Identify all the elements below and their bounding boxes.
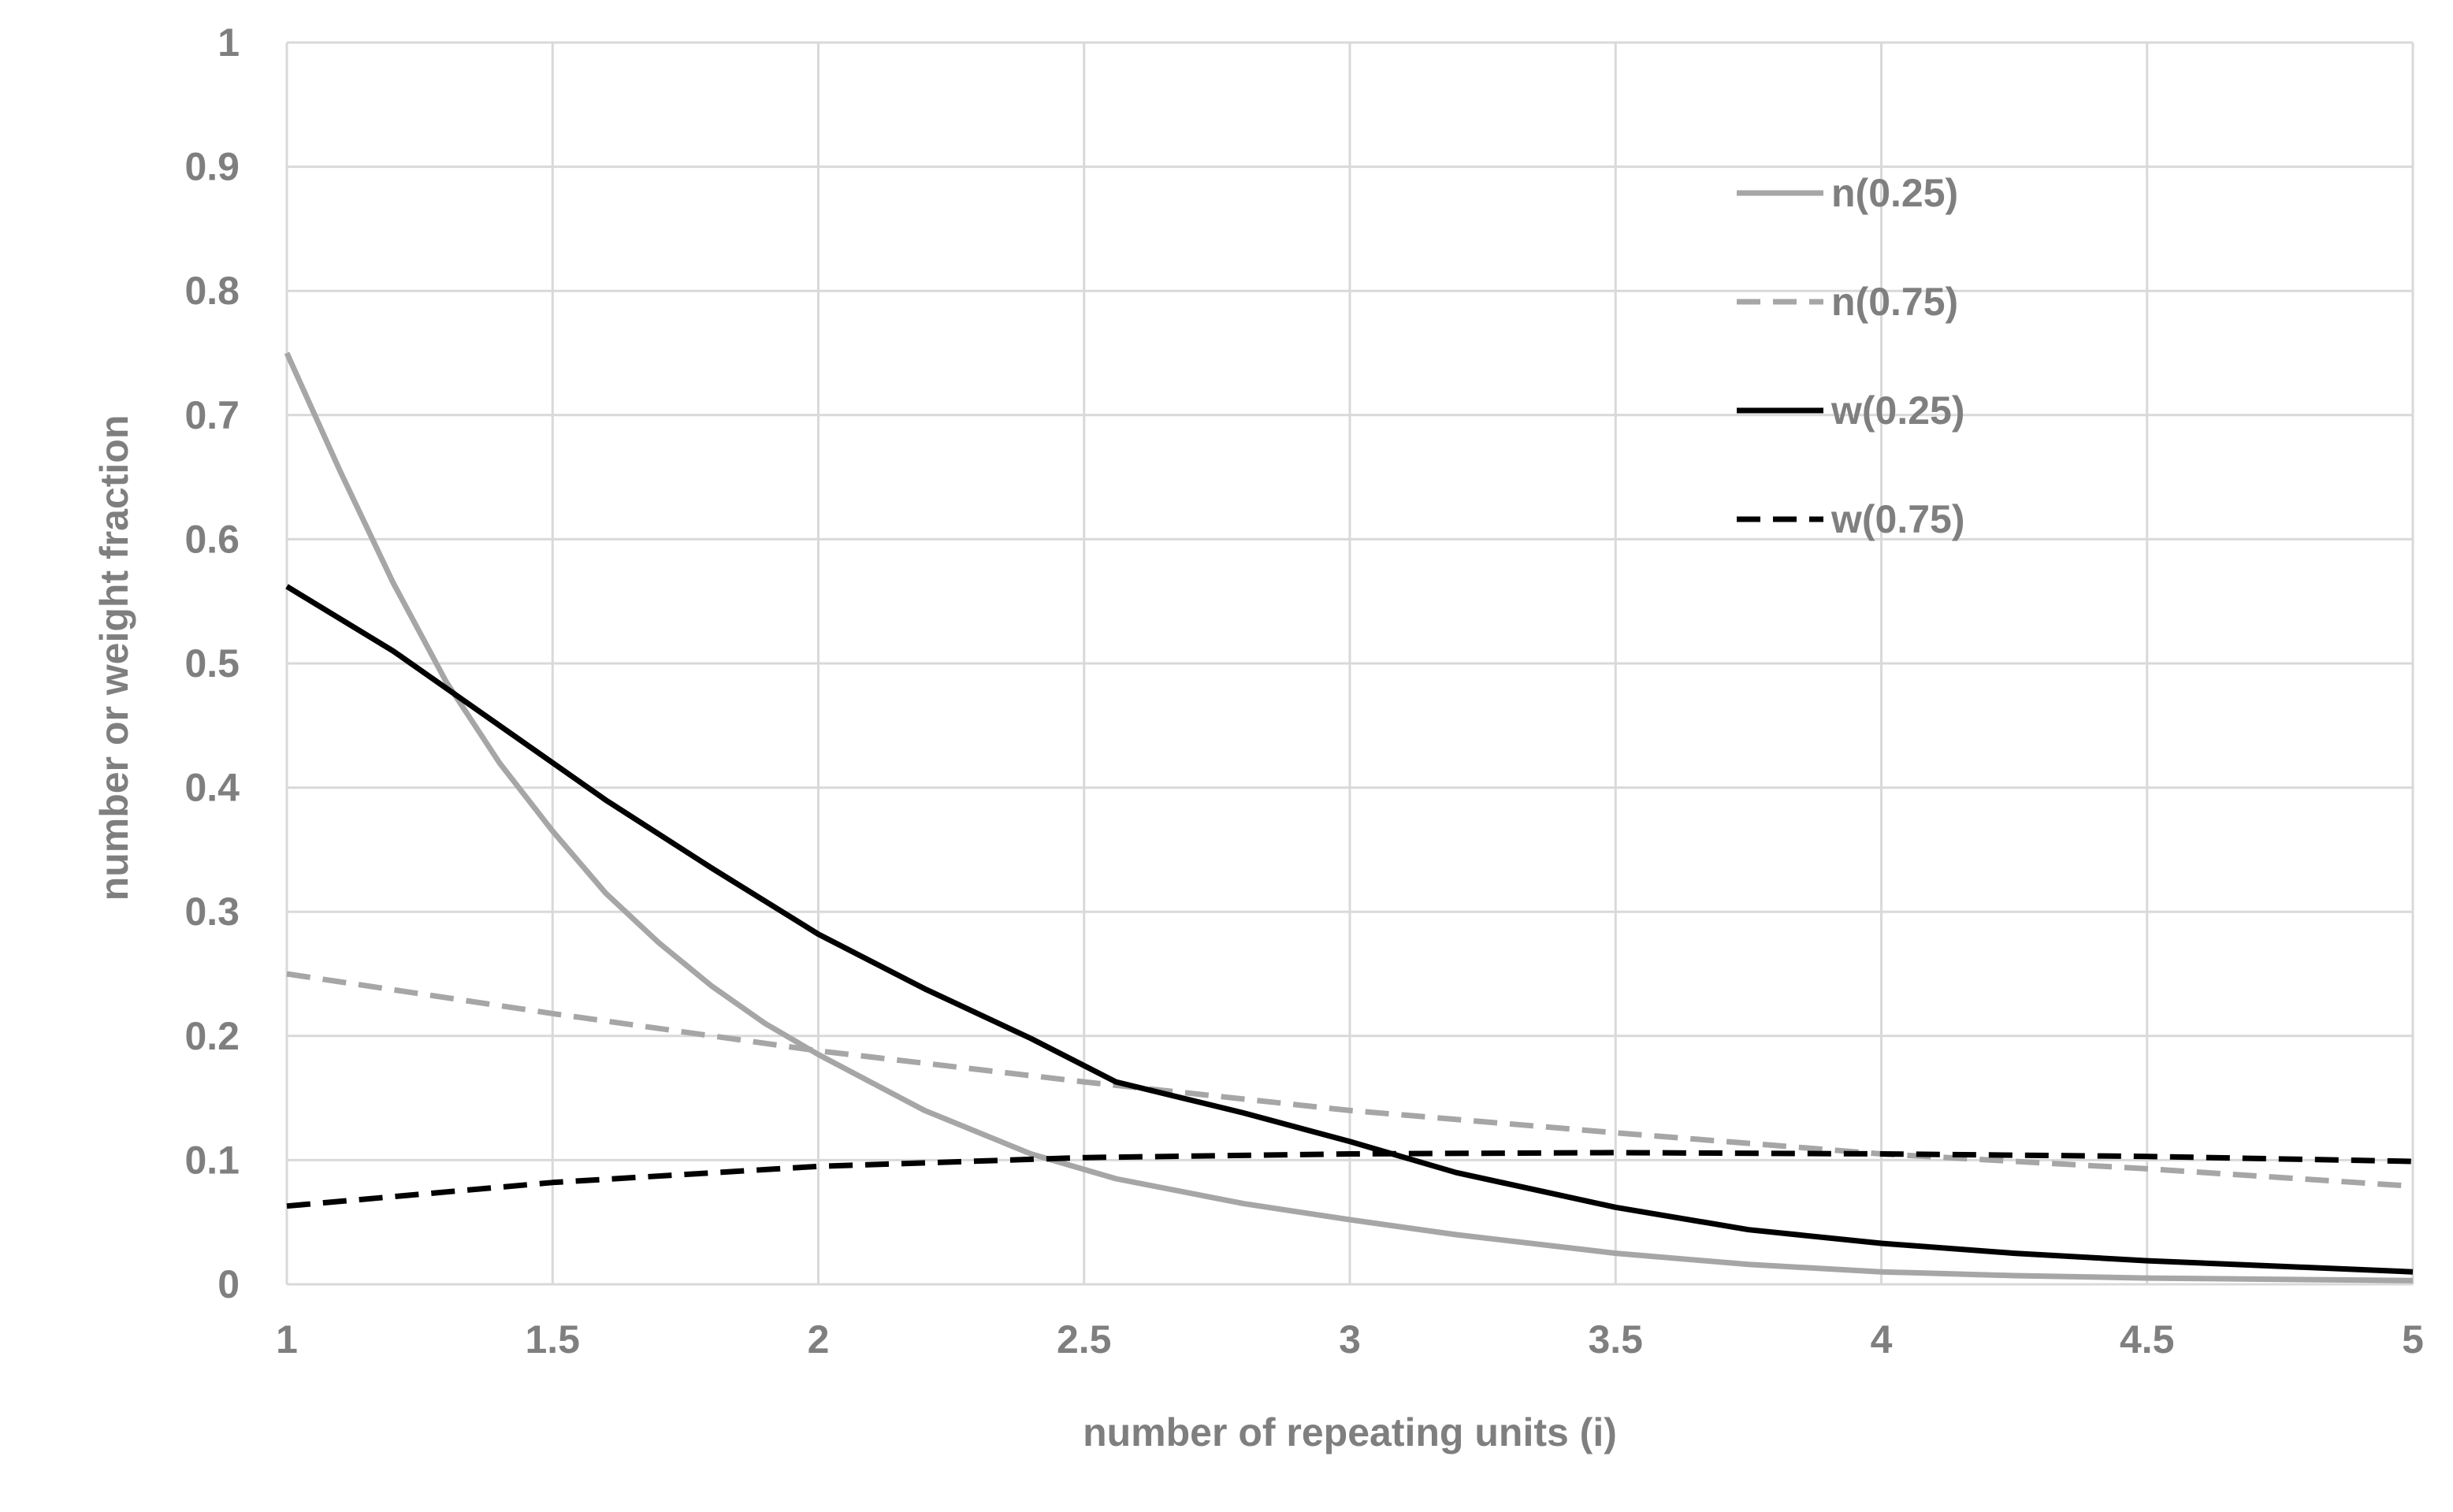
x-tick-label: 3.5: [1588, 1317, 1643, 1362]
legend: n(0.25) n(0.75) w(0.25) w(0.75): [1737, 171, 1965, 541]
x-tick-label: 4: [1871, 1317, 1893, 1362]
tick-labels: 0 0.1 0.2 0.3 0.4 0.5 0.6 0.7 0.8 0.9 1 1 1.5 2 2.5 3 3.…: [184, 20, 2423, 1362]
x-axis-title: number of repeating units (i): [1083, 1410, 1617, 1454]
legend-label: n(0.75): [1831, 280, 1958, 324]
y-tick-label: 0.5: [184, 641, 240, 685]
y-tick-label: 0.2: [184, 1014, 240, 1058]
x-tick-label: 2: [808, 1317, 830, 1362]
series-line-w-0-75: [286, 1150, 2414, 1209]
y-tick-label: 0.4: [184, 766, 240, 810]
legend-label: w(0.75): [1830, 497, 1965, 541]
y-tick-label: 1: [217, 20, 240, 65]
y-tick-label: 0.8: [184, 269, 240, 313]
x-tick-label: 2.5: [1057, 1317, 1112, 1362]
series-line-n-0-75: [286, 971, 2414, 1189]
y-tick-label: 0.3: [184, 890, 240, 934]
y-axis-title: number or weight fraction: [92, 415, 136, 901]
series-line-n-0-25: [284, 351, 2414, 1284]
y-tick-label: 0.9: [184, 145, 240, 189]
x-tick-label: 4.5: [2120, 1317, 2175, 1362]
x-tick-label: 1: [276, 1317, 298, 1362]
legend-label: w(0.25): [1830, 388, 1965, 433]
y-tick-label: 0.6: [184, 517, 240, 561]
y-tick-label: 0.1: [184, 1138, 240, 1182]
y-tick-label: 0.7: [184, 393, 240, 437]
x-tick-label: 5: [2402, 1317, 2424, 1362]
series-lines: [284, 351, 2414, 1284]
legend-label: n(0.25): [1831, 171, 1958, 215]
gridlines: [285, 41, 2414, 1286]
x-tick-label: 3: [1339, 1317, 1361, 1362]
series-line-w-0-25: [285, 584, 2414, 1275]
y-tick-label: 0: [217, 1262, 240, 1306]
x-tick-label: 1.5: [525, 1317, 580, 1362]
